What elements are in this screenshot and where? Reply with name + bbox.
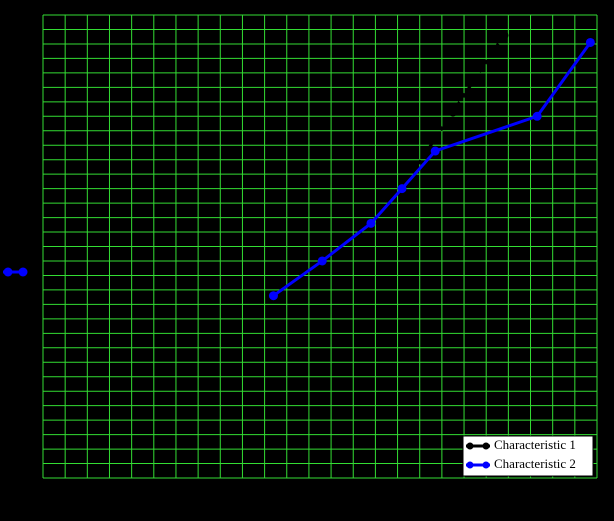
point (532, 111, 542, 121)
point (448, 107, 458, 117)
legend-marker (466, 461, 474, 469)
point (499, 30, 509, 40)
point (430, 146, 440, 156)
point (366, 218, 376, 228)
legend-box (462, 435, 594, 477)
point (585, 37, 595, 47)
legend: Characteristic 1 Characteristic 2 (462, 435, 594, 477)
point (317, 256, 327, 266)
legend-marker (466, 442, 474, 450)
stray-marker (3, 267, 28, 277)
legend-marker (482, 461, 490, 469)
point (397, 184, 407, 194)
legend-label: Characteristic 2 (494, 456, 576, 471)
legend-marker (482, 442, 490, 450)
point (268, 291, 278, 301)
legend-label: Characteristic 1 (494, 437, 576, 452)
